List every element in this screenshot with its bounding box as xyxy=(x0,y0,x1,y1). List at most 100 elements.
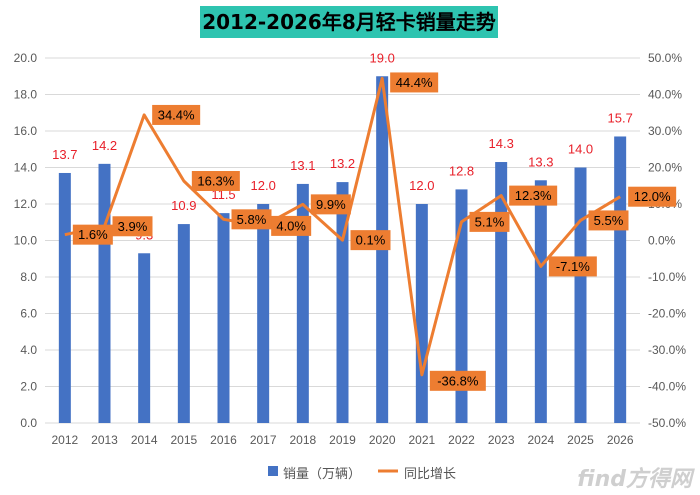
bar-data-label: 13.1 xyxy=(290,158,315,173)
bar xyxy=(534,180,547,423)
line-data-label: 4.0% xyxy=(276,218,306,233)
line-data-label-box xyxy=(588,210,629,231)
left-tick-label: 18.0 xyxy=(14,88,38,102)
x-tick-label: 2013 xyxy=(91,433,118,447)
x-tick-label: 2016 xyxy=(210,433,237,447)
x-tick-label: 2014 xyxy=(131,433,158,447)
right-tick-label: 20.0% xyxy=(648,161,682,175)
left-tick-label: 6.0 xyxy=(20,307,37,321)
bar xyxy=(257,204,270,423)
left-tick-label: 10.0 xyxy=(14,234,38,248)
bar xyxy=(415,204,428,423)
bar xyxy=(336,182,349,423)
line-data-label: 34.4% xyxy=(158,107,195,122)
bar-data-label: 13.3 xyxy=(528,154,553,169)
chart-title: 2012-2026年8月轻卡销量走势 xyxy=(200,6,498,38)
line-data-label-box xyxy=(72,224,113,245)
x-tick-label: 2019 xyxy=(329,433,356,447)
bar-data-label: 19.0 xyxy=(370,50,395,65)
line-data-label: 5.1% xyxy=(475,214,505,229)
line-data-label-box xyxy=(390,72,439,93)
bar xyxy=(455,189,468,423)
bar xyxy=(296,183,309,423)
x-tick-label: 2025 xyxy=(567,433,594,447)
bar xyxy=(138,253,151,423)
x-tick-label: 2024 xyxy=(527,433,554,447)
line-data-label-box xyxy=(469,211,510,232)
line-data-label: -7.1% xyxy=(556,259,590,274)
bar-data-label: 14.2 xyxy=(92,138,117,153)
line-data-label: -36.8% xyxy=(437,373,479,388)
bar-data-label: 14.3 xyxy=(489,136,514,151)
growth-line xyxy=(64,76,621,377)
right-tick-label: 30.0% xyxy=(648,124,682,138)
line-data-label: 9.9% xyxy=(316,197,346,212)
x-tick-label: 2021 xyxy=(408,433,435,447)
x-tick-label: 2022 xyxy=(448,433,475,447)
right-axis-ticks: -50.0%-40.0%-30.0%-20.0%-10.0%0.0%10.0%2… xyxy=(648,51,686,430)
left-tick-label: 2.0 xyxy=(20,380,37,394)
bar-data-label: 12.0 xyxy=(251,178,276,193)
legend-marks xyxy=(268,466,398,476)
line-data-label-box xyxy=(548,256,597,277)
line-data-label-box xyxy=(112,216,153,237)
right-tick-label: -10.0% xyxy=(648,270,686,284)
bar xyxy=(614,136,627,423)
left-tick-label: 8.0 xyxy=(20,270,37,284)
bar-data-label: 13.2 xyxy=(330,156,355,171)
line-data-label: 1.6% xyxy=(78,227,108,242)
line-data-label: 12.3% xyxy=(515,188,552,203)
left-tick-label: 20.0 xyxy=(14,51,38,65)
line-data-label-box xyxy=(350,230,391,251)
x-tick-label: 2015 xyxy=(170,433,197,447)
x-tick-label: 2017 xyxy=(250,433,277,447)
x-tick-label: 2023 xyxy=(488,433,515,447)
left-tick-label: 14.0 xyxy=(14,161,38,175)
bar-data-label: 14.0 xyxy=(568,142,593,157)
x-tick-label: 2018 xyxy=(289,433,316,447)
x-tick-label: 2026 xyxy=(607,433,634,447)
bar-data-label: 12.0 xyxy=(409,178,434,193)
left-tick-label: 12.0 xyxy=(14,197,38,211)
legend-bar-swatch xyxy=(268,466,278,476)
bar-data-label: 12.8 xyxy=(449,163,474,178)
line-data-label-box xyxy=(509,185,558,206)
right-tick-label: -40.0% xyxy=(648,380,686,394)
left-tick-label: 4.0 xyxy=(20,343,37,357)
right-tick-label: 0.0% xyxy=(648,234,676,248)
x-tick-label: 2020 xyxy=(369,433,396,447)
line-data-label-box xyxy=(191,171,240,192)
x-axis-ticks: 2012 2013 2014 2015 2016 2017 2018 2019 2020 2021… xyxy=(51,433,633,447)
right-tick-label: -30.0% xyxy=(648,343,686,357)
line-data-label: 3.9% xyxy=(118,219,148,234)
bar xyxy=(177,224,190,423)
bar-data-label: 10.9 xyxy=(171,198,196,213)
bar xyxy=(574,167,587,423)
line-data-label: 16.3% xyxy=(197,174,234,189)
line-data-label: 5.8% xyxy=(237,212,267,227)
bar-data-label: 15.7 xyxy=(608,110,633,125)
right-tick-label: 40.0% xyxy=(648,88,682,102)
left-axis-ticks: 0.0 2.0 4.0 6.0 8.0 10.0 12.0 14.0 16.0 18.0 20.0 xyxy=(14,51,38,430)
line-data-label-box xyxy=(429,370,486,391)
line-data-label-box xyxy=(628,186,677,207)
line-data-label-box xyxy=(152,104,201,125)
line-data-labels: 1.6% 3.9% 34.4% 16.3% 5.8% 4.0% 9.9% 0.1% 44.4% -… xyxy=(72,72,677,391)
bar xyxy=(217,213,230,423)
right-tick-label: -50.0% xyxy=(648,416,686,430)
left-tick-label: 16.0 xyxy=(14,124,38,138)
bar-data-label: 13.7 xyxy=(52,147,77,162)
line-data-label-box xyxy=(271,215,312,236)
line-data-label: 12.0% xyxy=(634,189,671,204)
bar xyxy=(98,163,111,423)
line-series xyxy=(64,76,621,377)
x-tick-label: 2012 xyxy=(51,433,78,447)
line-data-label: 44.4% xyxy=(396,75,433,90)
right-tick-label: 50.0% xyxy=(648,51,682,65)
watermark: find方得网 xyxy=(577,467,692,492)
line-data-label-box xyxy=(231,209,272,230)
left-tick-label: 0.0 xyxy=(20,416,37,430)
bar xyxy=(58,172,71,423)
line-data-label: 0.1% xyxy=(356,233,386,248)
